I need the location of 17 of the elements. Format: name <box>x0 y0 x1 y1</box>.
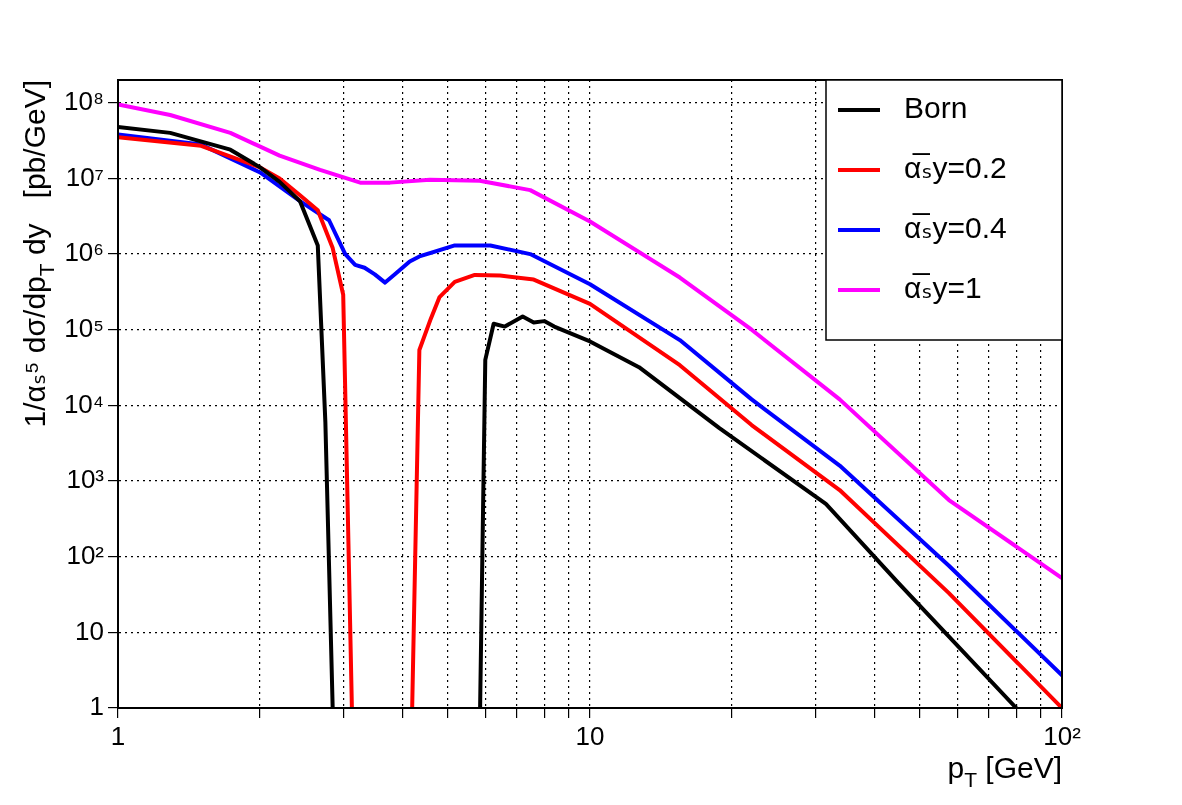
y-tick-label: 10² <box>66 539 105 570</box>
x-tick-label: 10² <box>1043 720 1082 751</box>
y-tick-label: 10⁶ <box>64 237 104 268</box>
y-tick-label: 10³ <box>66 464 105 495</box>
x-tick-label: 10 <box>575 720 605 751</box>
legend-label: Born <box>904 91 968 125</box>
y-tick-label: 10⁷ <box>65 161 104 192</box>
legend-label: α̅ₛy=1 <box>904 271 982 305</box>
y-axis-title: 1/αₛ⁵ dσ/dpT dy [pb/GeV] <box>18 79 58 428</box>
y-tick-label: 10⁸ <box>64 85 104 116</box>
y-tick-label: 10⁵ <box>64 312 104 343</box>
legend-label: α̅ₛy=0.2 <box>904 151 1007 185</box>
y-tick-label: 10⁴ <box>63 388 104 419</box>
y-tick-label: 10 <box>75 615 104 646</box>
legend-label: α̅ₛy=0.4 <box>904 211 1007 245</box>
x-tick-label: 1 <box>110 720 126 751</box>
y-tick-label: 1 <box>89 691 104 722</box>
